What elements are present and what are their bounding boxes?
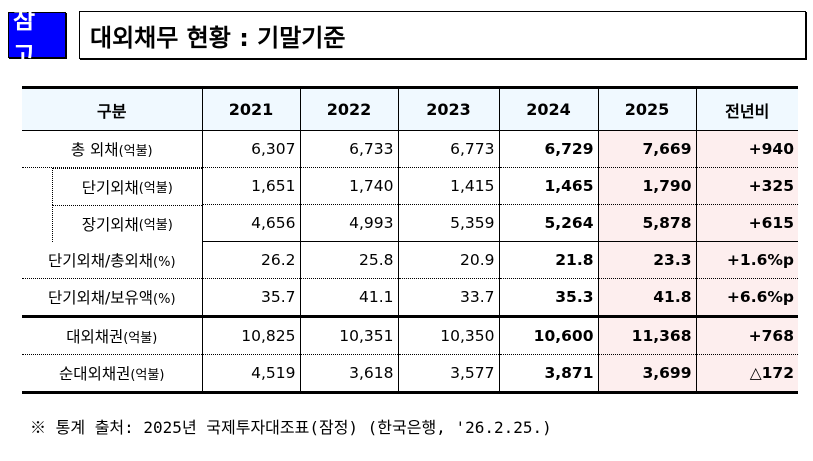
row-unit: (억불)	[130, 368, 165, 383]
row-unit: (억불)	[138, 218, 173, 233]
yoy-change-cell: +1.6%p	[695, 241, 798, 279]
table-header-row: 구분 2021 2022 2023 2024 2025 전년비	[22, 86, 798, 131]
column-header: 2022	[299, 86, 398, 131]
yoy-change-cell: +768	[695, 316, 798, 355]
value-cell: 6,773	[397, 130, 499, 168]
row-label-cell: 순대외채권(억불)	[22, 354, 202, 394]
value-cell: 4,519	[201, 354, 300, 394]
row-label: 대외채권	[66, 328, 124, 346]
row-unit: (억불)	[123, 331, 158, 346]
row-label-cell: 단기외채 (억불)	[22, 168, 202, 205]
value-cell: 3,871	[498, 354, 598, 394]
table-row: 대외채권(억불) 10,825 10,351 10,350 10,600 11,368 +7…	[22, 316, 798, 355]
value-cell: 20.9	[397, 241, 499, 279]
column-header: 2021	[201, 86, 300, 131]
value-cell: 21.8	[498, 241, 598, 279]
row-label: 총 외채	[70, 141, 119, 159]
value-cell: 1,415	[397, 167, 499, 205]
page-title: 대외채무 현황 : 기말기준	[79, 11, 806, 59]
value-cell: 10,351	[299, 316, 398, 355]
value-cell: 10,825	[201, 316, 300, 355]
value-cell: 41.8	[597, 278, 696, 318]
value-cell: 6,733	[299, 130, 398, 168]
value-cell: 35.7	[201, 278, 300, 318]
column-header: 2025	[597, 86, 696, 131]
row-label: 단기외채/총외채	[47, 251, 154, 270]
value-cell: 41.1	[299, 278, 398, 318]
value-cell: 5,359	[397, 204, 499, 242]
row-label: 단기외채	[81, 178, 139, 197]
row-label: 순대외채권	[59, 365, 131, 383]
value-cell: 1,651	[201, 167, 300, 205]
reference-badge: 참 고	[8, 6, 66, 69]
page-title-text: 대외채무 현황 : 기말기준	[90, 23, 346, 52]
value-cell: 10,600	[498, 316, 598, 355]
value-cell: 26.2	[201, 241, 300, 279]
row-label-cell: 대외채권(억불)	[22, 316, 202, 355]
value-cell: 1,465	[498, 167, 598, 205]
value-cell: 3,577	[397, 354, 499, 394]
row-unit: (억불)	[138, 181, 173, 197]
value-cell: 10,350	[397, 316, 499, 355]
table-row: 순대외채권(억불) 4,519 3,618 3,577 3,871 3,699 △172	[22, 354, 798, 394]
table-row: 총 외채(억불) 6,307 6,733 6,773 6,729 7,669 +940	[22, 130, 798, 168]
value-cell: 7,669	[597, 130, 696, 168]
table-row: 장기외채 (억불) 4,656 4,993 5,359 5,264 5,878 +615	[22, 204, 798, 242]
yoy-change-cell: +325	[695, 167, 798, 205]
table-row: 단기외채/총외채(%) 26.2 25.8 20.9 21.8 23.3 +1.6%p	[22, 241, 798, 279]
value-cell: 4,993	[299, 204, 398, 242]
column-header: 2023	[397, 86, 499, 131]
column-header: 전년비	[695, 86, 798, 131]
column-header: 구분	[22, 86, 202, 131]
row-label: 단기외채/보유액	[47, 289, 154, 307]
row-label-cell: 총 외채(억불)	[22, 130, 202, 168]
row-label: 장기외채	[81, 215, 139, 234]
yoy-change-cell: +940	[695, 130, 798, 168]
row-label-cell: 단기외채/총외채(%)	[22, 241, 202, 279]
row-unit: (%)	[153, 292, 176, 307]
value-cell: 5,878	[597, 204, 696, 242]
value-cell: 23.3	[597, 241, 696, 279]
yoy-change-cell: △172	[695, 354, 798, 394]
row-label-cell: 장기외채 (억불)	[22, 204, 202, 242]
column-header: 2024	[498, 86, 598, 131]
value-cell: 33.7	[397, 278, 499, 318]
value-cell: 6,729	[498, 130, 598, 168]
value-cell: 25.8	[299, 241, 398, 279]
value-cell: 1,790	[597, 167, 696, 205]
row-label-cell: 단기외채/보유액(%)	[22, 278, 202, 318]
value-cell: 4,656	[201, 204, 300, 242]
value-cell: 1,740	[299, 167, 398, 205]
row-unit: (억불)	[118, 144, 153, 159]
value-cell: 35.3	[498, 278, 598, 318]
row-unit: (%)	[153, 254, 176, 270]
value-cell: 6,307	[201, 130, 300, 168]
value-cell: 3,618	[299, 354, 398, 394]
value-cell: 11,368	[597, 316, 696, 355]
table-row: 단기외채/보유액(%) 35.7 41.1 33.7 35.3 41.8 +6.6%p	[22, 278, 798, 318]
value-cell: 5,264	[498, 204, 598, 242]
external-debt-table: 구분 2021 2022 2023 2024 2025 전년비 총 외채(억불)…	[22, 86, 798, 394]
table-row: 단기외채 (억불) 1,651 1,740 1,415 1,465 1,790 +325	[22, 167, 798, 205]
value-cell: 3,699	[597, 354, 696, 394]
source-note: ※ 통계 출처: 2025년 국제투자대조표(잠정) (한국은행, '26.2.…	[30, 418, 552, 437]
yoy-change-cell: +6.6%p	[695, 278, 798, 318]
yoy-change-cell: +615	[695, 204, 798, 242]
